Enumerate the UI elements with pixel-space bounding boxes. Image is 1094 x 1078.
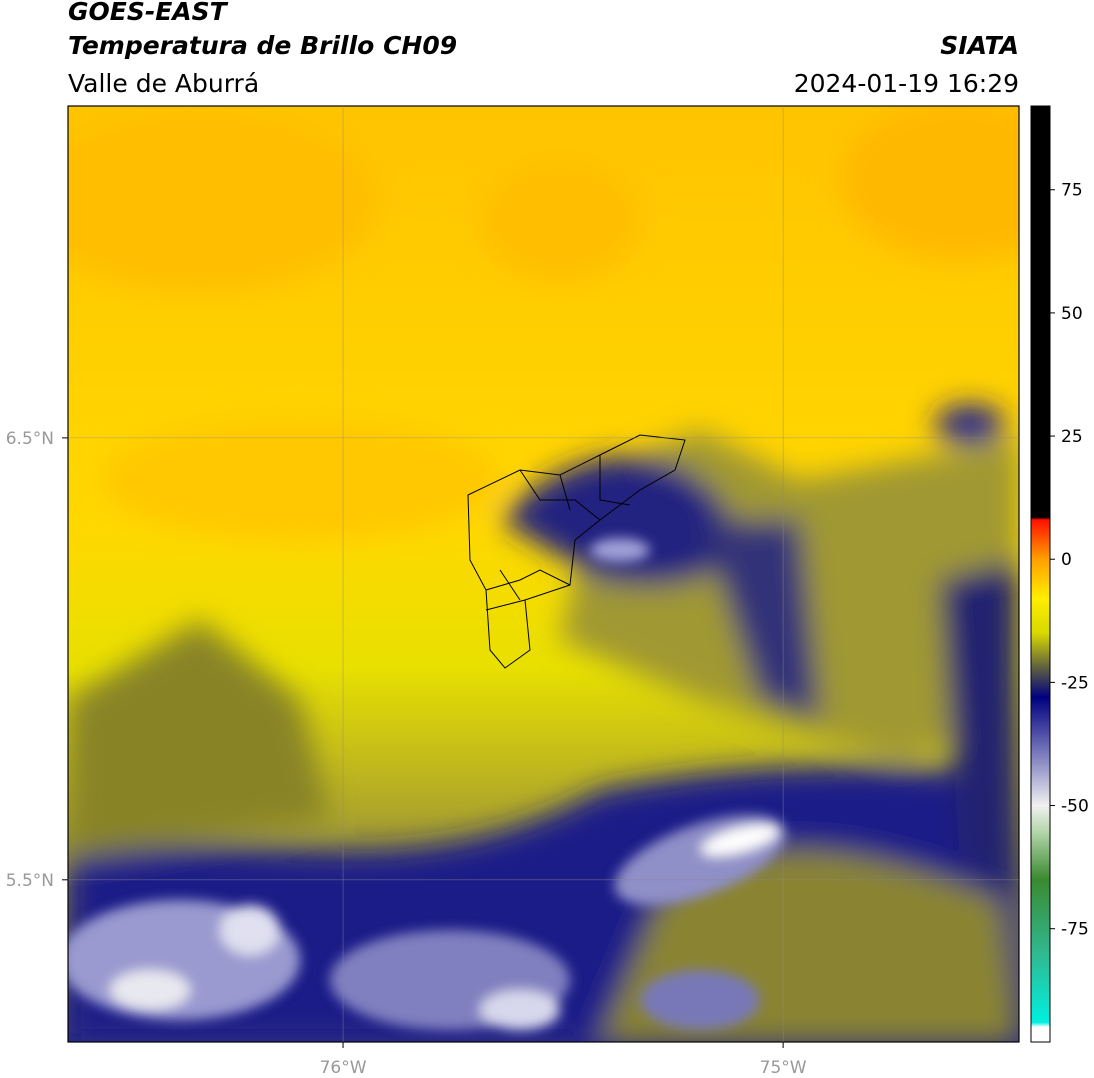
colorbar-label: -25 <box>1061 673 1089 693</box>
region: Valle de Aburrá <box>68 69 259 98</box>
y-tick-label: 6.5°N <box>6 429 54 449</box>
x-tick-label: 75°W <box>760 1058 807 1078</box>
colorbar-label: 50 <box>1061 304 1083 324</box>
colorbar-label: 75 <box>1061 181 1083 201</box>
map-frame <box>67 105 1020 1043</box>
colorbar-label: -75 <box>1061 920 1089 940</box>
colorbar <box>1030 105 1051 1043</box>
colorbar-label: 0 <box>1061 550 1072 570</box>
colorbar-label: 25 <box>1061 427 1083 447</box>
imagery <box>68 106 1019 1042</box>
title: GOES-EAST <box>68 0 229 26</box>
timestamp: 2024-01-19 16:29 <box>794 69 1019 98</box>
source: SIATA <box>940 31 1019 60</box>
y-tick-label: 5.5°N <box>6 871 54 891</box>
colorbar-label: -50 <box>1061 797 1089 817</box>
x-tick-label: 76°W <box>320 1058 367 1078</box>
subtitle: Temperatura de Brillo CH09 <box>68 31 457 60</box>
municipal-boundaries <box>467 434 686 669</box>
